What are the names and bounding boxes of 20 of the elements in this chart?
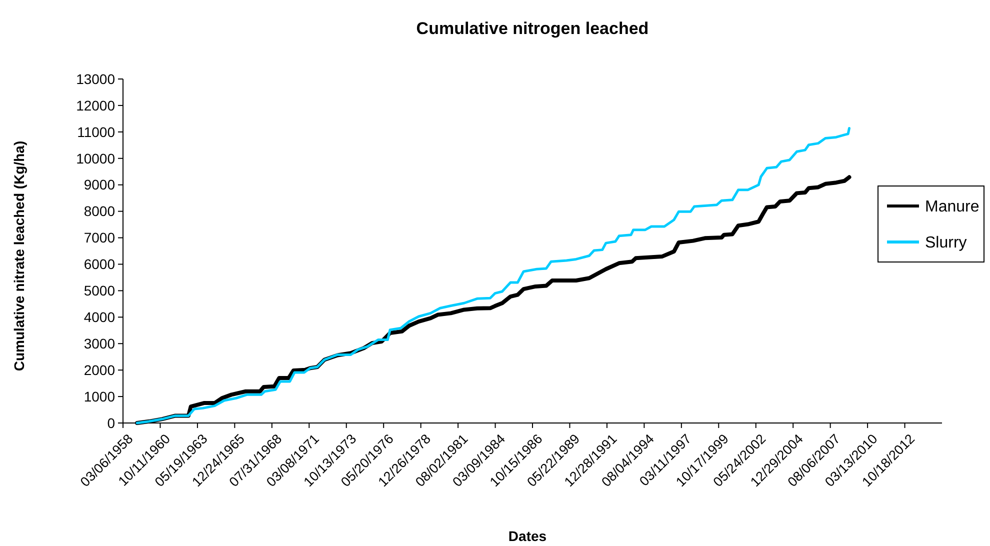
y-tick-label: 3000 <box>84 336 116 352</box>
y-tick-label: 5000 <box>84 282 116 299</box>
line-series <box>136 126 850 424</box>
y-tick-label: 7000 <box>84 230 116 246</box>
y-tick-label: 9000 <box>84 176 116 193</box>
y-tick-label: 6000 <box>84 256 116 272</box>
y-tick-label: 2000 <box>84 362 116 378</box>
y-tick-label: 4000 <box>84 309 116 326</box>
y-axis-title: Cumulative nitrate leached (Kg/ha) <box>11 140 27 372</box>
y-tick-label: 13000 <box>76 70 116 87</box>
y-tick-label: 8000 <box>84 203 116 220</box>
chart-title: Cumulative nitrogen leached <box>416 19 649 38</box>
legend-label: Slurry <box>925 234 967 252</box>
y-tick-label: 10000 <box>76 150 116 166</box>
legend-label: Manure <box>925 198 980 216</box>
y-tick-label: 11000 <box>77 124 116 140</box>
y-tick-label: 0 <box>107 414 116 431</box>
x-axis-title: Dates <box>508 528 547 544</box>
y-tick-label: 1000 <box>84 388 116 404</box>
y-tick-label: 12000 <box>76 97 116 114</box>
